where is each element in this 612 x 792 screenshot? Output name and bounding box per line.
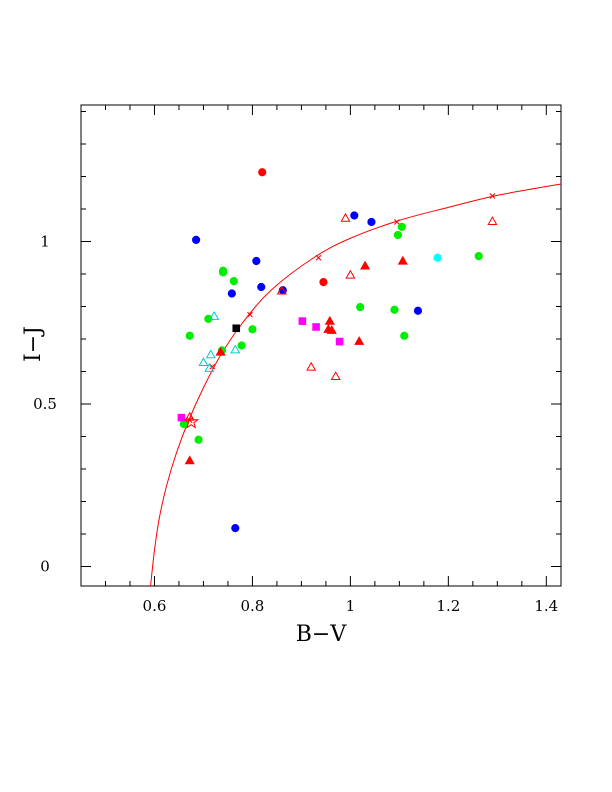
- data-point-circle: [218, 268, 228, 277]
- data-point-triangle: [330, 371, 341, 381]
- data-point-triangle: [306, 361, 317, 371]
- data-point-circle: [248, 325, 257, 334]
- data-point-triangle: [184, 455, 195, 465]
- data-point-triangle: [345, 269, 356, 279]
- y-axis-label: I−J: [21, 326, 46, 362]
- data-point-circle: [194, 435, 203, 444]
- plot-border: [80, 104, 562, 587]
- data-point-triangle: [326, 325, 337, 334]
- data-point-circle: [393, 230, 402, 240]
- data-point-star: [183, 413, 200, 429]
- data-points: [177, 168, 498, 533]
- curve-cross-marker: [315, 254, 322, 261]
- data-point-square: [312, 323, 320, 331]
- color-curve: [150, 183, 561, 586]
- y-tick-label: 1: [40, 233, 50, 251]
- data-point-circle: [350, 211, 359, 220]
- data-point-circle: [258, 168, 267, 177]
- data-point-square: [298, 317, 307, 325]
- data-point-triangle: [324, 315, 335, 325]
- fit-curve: [150, 183, 561, 586]
- data-point-triangle: [209, 311, 220, 320]
- data-point-circle: [356, 303, 365, 312]
- data-point-circle: [237, 341, 246, 350]
- x-tick-label: 0.6: [143, 597, 167, 615]
- data-point-square: [335, 337, 344, 346]
- x-tick-label: 1.2: [436, 597, 460, 615]
- data-point-circle: [257, 282, 266, 292]
- data-point-triangle: [230, 344, 241, 354]
- plot-frame: [80, 104, 562, 587]
- data-point-circle: [390, 305, 399, 314]
- data-point-circle: [400, 331, 409, 340]
- curve-cross-marker: [489, 193, 496, 199]
- curve-cross-marker: [394, 219, 400, 225]
- data-point-circle: [319, 278, 328, 287]
- data-point-triangle: [204, 363, 215, 372]
- data-point-triangle: [205, 349, 216, 359]
- data-point-circle: [367, 217, 376, 227]
- data-point-triangle: [198, 357, 209, 367]
- curve-cross-marker: [247, 311, 253, 318]
- x-tick-label: 1: [346, 597, 356, 615]
- data-point-circle: [204, 314, 213, 323]
- y-tick-label: 0: [40, 558, 50, 576]
- data-point-triangle: [360, 260, 371, 270]
- data-point-triangle: [487, 216, 498, 225]
- x-tick-label: 1.4: [534, 597, 558, 615]
- data-point-circle: [185, 331, 194, 340]
- data-point-circle: [397, 222, 406, 231]
- x-axis-label: B−V: [296, 622, 348, 647]
- data-point-triangle: [340, 212, 351, 222]
- data-point-circle: [433, 253, 442, 262]
- data-point-circle: [192, 235, 201, 244]
- data-point-circle: [252, 256, 261, 266]
- y-tick-label: 0.5: [33, 395, 57, 413]
- data-point-circle: [227, 289, 236, 298]
- data-point-triangle: [276, 285, 287, 295]
- data-point-triangle: [354, 336, 365, 345]
- data-point-circle: [229, 277, 238, 286]
- data-point-circle: [413, 306, 423, 315]
- data-point-circle: [231, 524, 240, 533]
- data-point-triangle: [215, 346, 226, 356]
- curve-cross-marker: [209, 363, 216, 370]
- axis-ticks: 0.6 0.8 1 1.2 1.4 0 0.5 1: [33, 105, 561, 615]
- data-point-triangle: [397, 255, 408, 265]
- data-point-square: [177, 413, 186, 422]
- x-tick-label: 0.8: [240, 597, 264, 615]
- data-point-square: [232, 324, 241, 333]
- data-point-circle: [474, 252, 483, 261]
